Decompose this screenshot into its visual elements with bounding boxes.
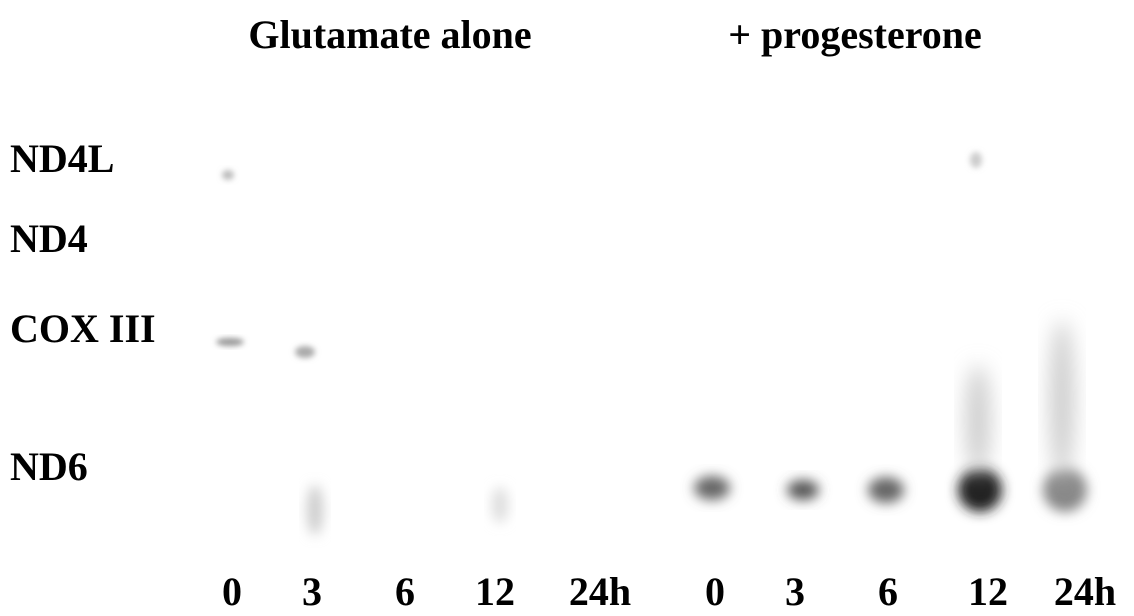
lane-label: 6 bbox=[878, 569, 898, 614]
row-label: ND4L bbox=[10, 136, 114, 181]
spot bbox=[868, 477, 904, 503]
spot bbox=[295, 346, 315, 358]
lane-label: 12 bbox=[968, 569, 1008, 614]
lane-label: 24h bbox=[569, 569, 631, 614]
row-label: COX III bbox=[10, 306, 156, 351]
spot bbox=[1050, 320, 1074, 480]
lane-label: 0 bbox=[222, 569, 242, 614]
spot bbox=[970, 152, 982, 168]
row-label: ND4 bbox=[10, 216, 88, 261]
spot bbox=[1043, 468, 1087, 512]
spot bbox=[958, 468, 1002, 512]
group-title: + progesterone bbox=[728, 12, 982, 57]
spot bbox=[222, 170, 234, 180]
blot-spots bbox=[216, 152, 1087, 535]
spot bbox=[307, 485, 323, 535]
lane-label: 24h bbox=[1054, 569, 1116, 614]
spot bbox=[966, 365, 990, 475]
lane-label: 3 bbox=[302, 569, 322, 614]
lane-label: 12 bbox=[475, 569, 515, 614]
spot bbox=[694, 476, 730, 500]
row-label: ND6 bbox=[10, 444, 88, 489]
lane-label: 0 bbox=[705, 569, 725, 614]
spot bbox=[216, 338, 244, 346]
group-title: Glutamate alone bbox=[248, 12, 531, 57]
spot bbox=[787, 480, 819, 500]
lane-label: 6 bbox=[395, 569, 415, 614]
spot bbox=[492, 487, 508, 523]
lane-label: 3 bbox=[785, 569, 805, 614]
